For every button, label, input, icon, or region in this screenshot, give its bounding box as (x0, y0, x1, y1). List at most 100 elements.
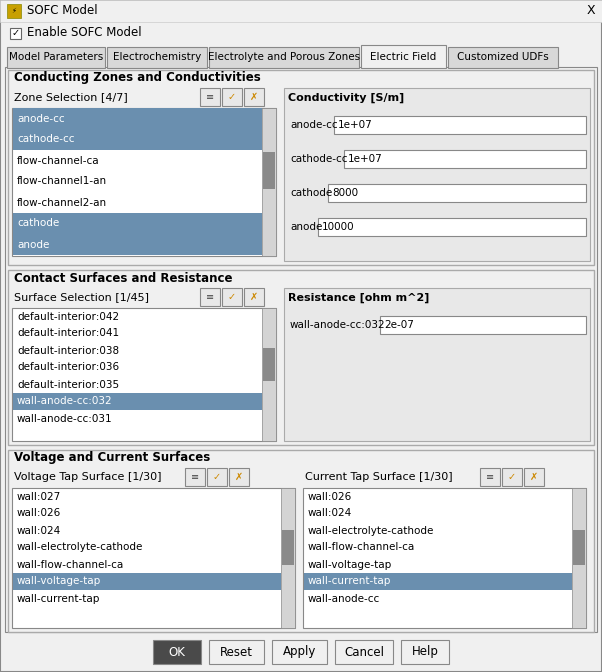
Text: wall:024: wall:024 (17, 526, 61, 536)
Text: cathode-cc: cathode-cc (290, 154, 347, 164)
Text: cathode: cathode (290, 188, 332, 198)
Text: Current Tap Surface [1/30]: Current Tap Surface [1/30] (305, 472, 453, 482)
Text: ≡: ≡ (206, 292, 214, 302)
Text: 8000: 8000 (332, 188, 359, 198)
Bar (303, 488, 586, 628)
Bar (12, 308, 276, 441)
Bar (282, 530, 294, 565)
Bar (209, 640, 264, 664)
Text: ✓: ✓ (228, 292, 236, 302)
Bar (5, 67, 597, 632)
Bar (8, 270, 594, 445)
Text: wall:024: wall:024 (308, 509, 352, 519)
Bar (573, 530, 585, 565)
Text: 10000: 10000 (322, 222, 355, 232)
Text: Contact Surfaces and Resistance: Contact Surfaces and Resistance (14, 271, 232, 284)
Text: Conductivity [S/m]: Conductivity [S/m] (288, 93, 405, 103)
Text: ✓: ✓ (228, 92, 236, 102)
Text: wall-current-tap: wall-current-tap (308, 577, 391, 587)
Bar (13, 129, 262, 150)
Text: wall-anode-cc: wall-anode-cc (308, 593, 380, 603)
Bar (284, 88, 590, 261)
Text: ✗: ✗ (250, 292, 258, 302)
Bar (13, 108, 262, 129)
Text: 1e+07: 1e+07 (338, 120, 373, 130)
Text: wall:027: wall:027 (17, 491, 61, 501)
Text: wall-electrolyte-cathode: wall-electrolyte-cathode (308, 526, 435, 536)
Bar (361, 45, 446, 68)
Bar (263, 153, 275, 190)
Text: default-interior:036: default-interior:036 (17, 362, 119, 372)
Text: ✓: ✓ (213, 472, 221, 482)
Text: wall-anode-cc:032: wall-anode-cc:032 (290, 320, 386, 330)
Text: wall-current-tap: wall-current-tap (17, 593, 101, 603)
Text: wall-voltage-tap: wall-voltage-tap (308, 560, 393, 569)
Text: Electrolyte and Porous Zones: Electrolyte and Porous Zones (208, 52, 360, 62)
Bar (524, 468, 544, 486)
Bar (272, 640, 327, 664)
Text: Electrochemistry: Electrochemistry (113, 52, 201, 62)
Text: ≡: ≡ (486, 472, 494, 482)
Text: Apply: Apply (283, 646, 316, 659)
Text: wall-anode-cc:031: wall-anode-cc:031 (17, 413, 113, 423)
Text: ✗: ✗ (530, 472, 538, 482)
Text: cathode: cathode (17, 218, 59, 228)
Bar (222, 288, 242, 306)
Bar (284, 288, 590, 441)
Text: flow-channel-ca: flow-channel-ca (17, 155, 99, 165)
Text: wall-electrolyte-cathode: wall-electrolyte-cathode (17, 542, 143, 552)
Text: ≡: ≡ (191, 472, 199, 482)
Text: Zone Selection [4/7]: Zone Selection [4/7] (14, 92, 128, 102)
Text: default-interior:041: default-interior:041 (17, 329, 119, 339)
Text: Cancel: Cancel (344, 646, 384, 659)
Bar (0, 0, 602, 22)
Text: flow-channel2-an: flow-channel2-an (17, 198, 107, 208)
Text: Resistance [ohm m^2]: Resistance [ohm m^2] (288, 293, 429, 303)
Bar (318, 218, 586, 236)
Bar (7, 47, 105, 68)
Text: ✗: ✗ (235, 472, 243, 482)
Bar (13, 573, 281, 590)
Bar (209, 47, 359, 68)
Text: anode-cc: anode-cc (290, 120, 338, 130)
Bar (8, 70, 594, 265)
Text: Surface Selection [1/45]: Surface Selection [1/45] (14, 292, 149, 302)
Bar (380, 316, 586, 334)
Text: wall-anode-cc:032: wall-anode-cc:032 (17, 396, 113, 407)
Bar (334, 116, 586, 134)
Text: wall-flow-channel-ca: wall-flow-channel-ca (308, 542, 415, 552)
Text: SOFC Model: SOFC Model (27, 5, 98, 17)
Text: ✓: ✓ (508, 472, 516, 482)
Bar (263, 348, 275, 381)
Text: ✓: ✓ (12, 28, 20, 38)
Text: Model Parameters: Model Parameters (9, 52, 103, 62)
Text: cathode-cc: cathode-cc (17, 134, 75, 144)
Bar (480, 468, 500, 486)
Text: ≡: ≡ (206, 92, 214, 102)
Text: flow-channel1-an: flow-channel1-an (17, 177, 107, 187)
Bar (12, 488, 295, 628)
Bar (13, 234, 262, 255)
Bar (304, 573, 572, 590)
Text: 1e+07: 1e+07 (348, 154, 383, 164)
Bar (448, 47, 558, 68)
Text: wall-flow-channel-ca: wall-flow-channel-ca (17, 560, 124, 569)
Bar (344, 150, 586, 168)
Bar (229, 468, 249, 486)
Text: ⚡: ⚡ (11, 8, 16, 14)
Text: Voltage and Current Surfaces: Voltage and Current Surfaces (14, 452, 210, 464)
Bar (200, 288, 220, 306)
Text: anode-cc: anode-cc (17, 114, 64, 124)
Text: Help: Help (412, 646, 438, 659)
Text: ✗: ✗ (250, 92, 258, 102)
Bar (200, 88, 220, 106)
Bar (207, 468, 227, 486)
Bar (222, 88, 242, 106)
Bar (185, 468, 205, 486)
Bar (281, 488, 295, 628)
Text: default-interior:038: default-interior:038 (17, 345, 119, 355)
Bar (262, 308, 276, 441)
Text: Reset: Reset (220, 646, 253, 659)
Bar (401, 640, 449, 664)
Text: OK: OK (169, 646, 185, 659)
